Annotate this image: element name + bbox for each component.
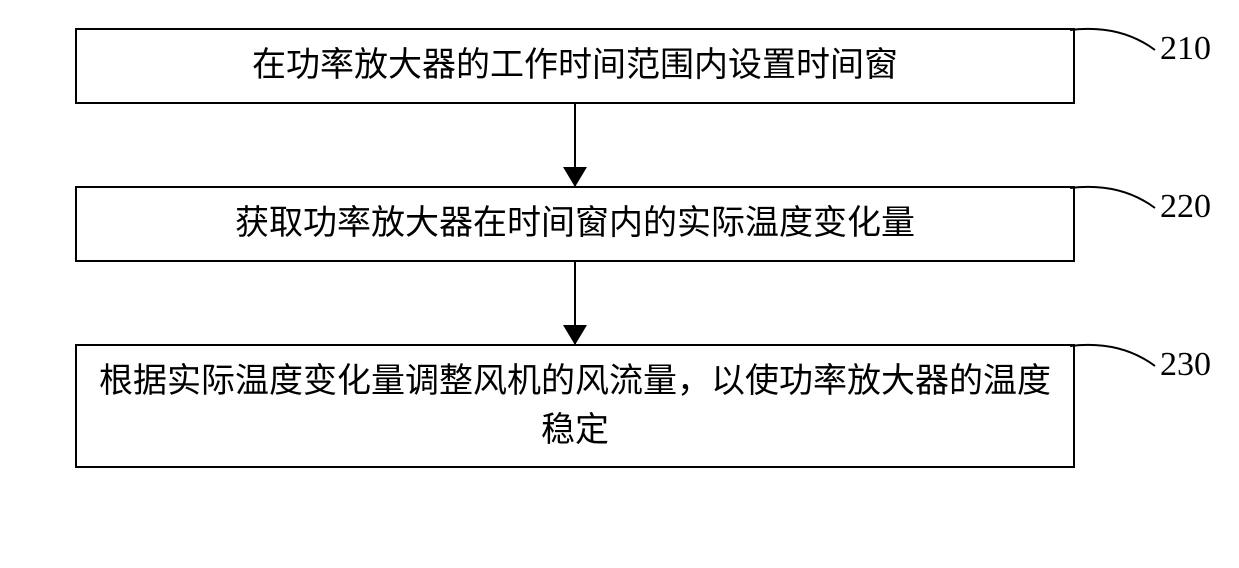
step-label-220: 220 — [1160, 188, 1211, 226]
arrow-2-3-wrap — [75, 262, 1075, 344]
flow-step-1-text: 在功率放大器的工作时间范围内设置时间窗 — [252, 41, 898, 90]
arrow-2-3 — [574, 262, 576, 344]
flow-step-2: 获取功率放大器在时间窗内的实际温度变化量 — [75, 186, 1075, 262]
flowchart-container: 在功率放大器的工作时间范围内设置时间窗 获取功率放大器在时间窗内的实际温度变化量… — [75, 28, 1125, 468]
flow-step-3: 根据实际温度变化量调整风机的风流量，以使功率放大器的温度稳定 — [75, 344, 1075, 468]
arrow-1-2 — [574, 104, 576, 186]
step-label-230: 230 — [1160, 346, 1211, 384]
flow-step-2-text: 获取功率放大器在时间窗内的实际温度变化量 — [235, 199, 915, 248]
step-label-210: 210 — [1160, 30, 1211, 68]
flow-step-1: 在功率放大器的工作时间范围内设置时间窗 — [75, 28, 1075, 104]
arrow-1-2-wrap — [75, 104, 1075, 186]
flow-step-3-text: 根据实际温度变化量调整风机的风流量，以使功率放大器的温度稳定 — [97, 357, 1053, 456]
